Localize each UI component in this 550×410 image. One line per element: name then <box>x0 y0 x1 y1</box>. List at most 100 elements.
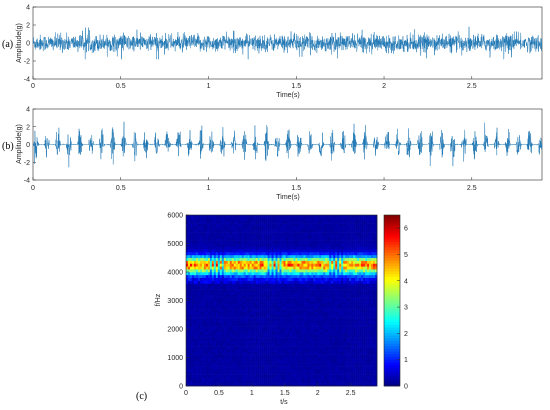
heatmap-cell <box>307 317 310 321</box>
heatmap-cell <box>283 260 286 264</box>
heatmap-cell <box>335 340 338 344</box>
heatmap-cell <box>301 337 304 341</box>
heatmap-cell <box>259 220 262 224</box>
heatmap-cell <box>329 223 332 227</box>
heatmap-cell <box>187 234 191 239</box>
heatmap-cell <box>201 340 205 344</box>
heatmap-cell <box>341 243 344 247</box>
heatmap-cell <box>197 277 201 281</box>
heatmap-cell <box>186 243 189 247</box>
heatmap-cell <box>315 326 318 330</box>
heatmap-cell <box>209 351 213 355</box>
heatmap-cell <box>327 354 330 358</box>
heatmap-cell <box>299 289 302 293</box>
heatmap-cell <box>253 297 256 301</box>
heatmap-cell <box>327 343 330 347</box>
heatmap-cell <box>289 334 292 338</box>
heatmap-cell <box>299 217 302 221</box>
heatmap-cell <box>223 334 227 338</box>
heatmap-cell <box>239 383 243 387</box>
heatmap-cell <box>229 374 233 378</box>
heatmap-cell <box>281 329 284 333</box>
heatmap-cell <box>301 246 304 250</box>
heatmap-cell <box>341 232 344 236</box>
heatmap-cell <box>263 357 266 361</box>
heatmap-cell <box>333 334 336 338</box>
heatmap-cell <box>263 220 266 224</box>
heatmap-cell <box>237 363 241 367</box>
heatmap-cell <box>251 331 254 335</box>
heatmap-cell <box>331 249 334 253</box>
heatmap-cell <box>239 374 243 378</box>
heatmap-cell <box>249 234 252 239</box>
heatmap-cell <box>287 249 290 253</box>
heatmap-cell <box>327 254 330 259</box>
y-tick-label: 0 <box>26 142 30 149</box>
heatmap-cell <box>261 337 264 341</box>
heatmap-cell <box>235 266 239 270</box>
heatmap-cell <box>249 326 252 330</box>
heatmap-cell <box>303 366 306 370</box>
heatmap-cell <box>245 226 248 230</box>
heatmap-cell <box>239 363 243 367</box>
heatmap-cell <box>337 229 340 233</box>
heatmap-cell <box>301 368 304 373</box>
heatmap-cell <box>345 266 348 270</box>
heatmap-cell <box>279 232 282 236</box>
heatmap-cell <box>303 215 306 219</box>
heatmap-cell <box>227 283 231 287</box>
heatmap-cell <box>335 260 338 264</box>
heatmap-cell <box>219 323 223 327</box>
heatmap-cell <box>287 374 290 378</box>
heatmap-cell <box>265 340 268 344</box>
heatmap-cell <box>211 326 215 330</box>
heatmap-cell <box>327 263 330 267</box>
heatmap-cell <box>343 334 346 338</box>
heatmap-cell <box>191 243 195 247</box>
heatmap-cell <box>285 363 288 367</box>
heatmap-cell <box>295 263 298 267</box>
heatmap-cell <box>297 263 300 267</box>
heatmap-cell <box>295 326 298 330</box>
heatmap-cell <box>227 346 231 350</box>
heatmap-cell <box>209 306 213 310</box>
heatmap-cell <box>207 374 211 378</box>
heatmap-cell <box>301 272 304 276</box>
heatmap-cell <box>237 266 241 270</box>
heatmap-cell <box>297 357 300 361</box>
heatmap-cell <box>239 229 243 233</box>
heatmap-cell <box>307 291 310 296</box>
heatmap-cell <box>323 348 326 353</box>
heatmap-cell <box>327 326 330 330</box>
heatmap-cell <box>203 317 207 321</box>
heatmap-cell <box>197 309 201 313</box>
heatmap-cell <box>267 229 270 233</box>
heatmap-cell <box>269 220 272 224</box>
heatmap-cell <box>293 252 296 256</box>
heatmap-cell <box>205 266 209 270</box>
heatmap-cell <box>213 294 217 298</box>
heatmap-cell <box>295 371 298 375</box>
heatmap-cell <box>275 329 278 333</box>
heatmap-cell <box>317 260 320 264</box>
heatmap-cell <box>281 263 284 267</box>
heatmap-cell <box>186 360 189 364</box>
heatmap-cell <box>267 232 270 236</box>
heatmap-cell <box>195 337 199 341</box>
heatmap-cell <box>215 266 219 270</box>
heatmap-cell <box>325 272 328 276</box>
heatmap-cell <box>317 360 320 364</box>
heatmap-cell <box>273 289 276 293</box>
heatmap-cell <box>341 226 344 230</box>
heatmap-cell <box>301 374 304 378</box>
heatmap-cell <box>247 232 250 236</box>
heatmap-cell <box>313 309 316 313</box>
heatmap-cell <box>213 366 217 370</box>
heatmap-cell <box>313 234 316 239</box>
heatmap-cell <box>201 252 205 256</box>
heatmap-cell <box>189 383 193 387</box>
heatmap-cell <box>197 377 201 381</box>
heatmap-cell <box>255 226 258 230</box>
heatmap-cell <box>311 354 314 358</box>
heatmap-cell <box>247 283 250 287</box>
